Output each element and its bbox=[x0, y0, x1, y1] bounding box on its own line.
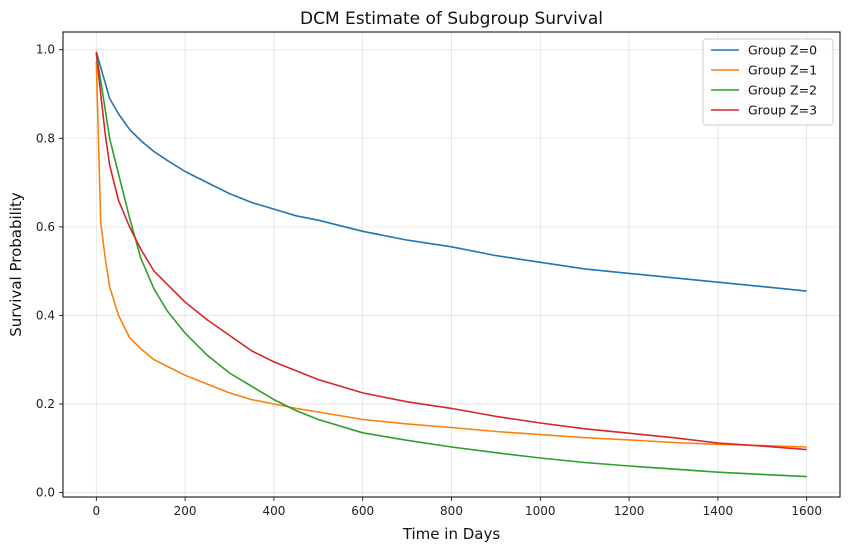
legend-box bbox=[702, 38, 834, 126]
x-tick-label: 400 bbox=[262, 504, 285, 518]
y-tick-label: 1.0 bbox=[36, 43, 55, 57]
series-line-z1 bbox=[95, 60, 807, 448]
y-tick-label: 0.6 bbox=[36, 220, 55, 234]
y-tick-label: 0.0 bbox=[36, 486, 55, 500]
axis-ticks: 0 200 400 600 800 1000 1200 1400 1600 0.0 0.2 0.4 0.… bbox=[36, 43, 822, 518]
grid bbox=[63, 32, 840, 497]
x-tick-label: 600 bbox=[351, 504, 374, 518]
series-lines bbox=[95, 51, 807, 478]
legend-label: Group Z=3 bbox=[748, 103, 817, 118]
y-tick-label: 0.4 bbox=[36, 308, 55, 322]
x-tick-label: 0 bbox=[92, 504, 100, 518]
y-axis-label: Survival Probability bbox=[7, 192, 25, 337]
x-tick-label: 1400 bbox=[703, 504, 734, 518]
y-tick-label: 0.2 bbox=[36, 397, 55, 411]
chart-title: DCM Estimate of Subgroup Survival bbox=[300, 9, 603, 29]
y-tick-label: 0.8 bbox=[36, 131, 55, 145]
legend: Group Z=0 Group Z=1 Group Z=2 Group Z=3 bbox=[702, 38, 834, 126]
x-tick-label: 800 bbox=[440, 504, 463, 518]
series-line-z3 bbox=[95, 51, 807, 451]
x-tick-label: 1000 bbox=[525, 504, 556, 518]
x-tick-label: 1600 bbox=[791, 504, 822, 518]
x-tick-label: 200 bbox=[174, 504, 197, 518]
legend-label: Group Z=2 bbox=[748, 83, 817, 98]
series-line-z0 bbox=[95, 51, 807, 292]
series-line-z2 bbox=[95, 53, 807, 478]
x-axis-label: Time in Days bbox=[402, 525, 501, 543]
legend-label: Group Z=1 bbox=[748, 63, 817, 78]
x-tick-label: 1200 bbox=[614, 504, 645, 518]
legend-label: Group Z=0 bbox=[748, 43, 817, 58]
